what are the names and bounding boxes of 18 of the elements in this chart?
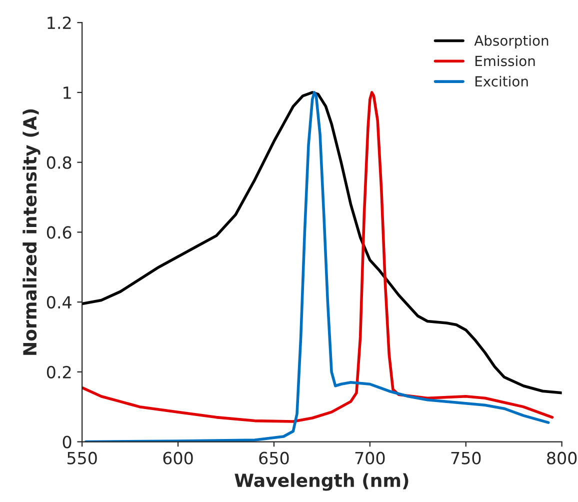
legend-label: Excition (475, 76, 528, 87)
x-tick-label: 600 (163, 452, 193, 464)
y-tick-label: 0 (62, 436, 72, 448)
legend-label: Absorption (474, 35, 548, 49)
y-tick-label: 0.2 (46, 366, 71, 378)
legend-label: Emission (475, 55, 535, 66)
y-tick-label: 1.2 (48, 16, 71, 29)
x-tick-label: 750 (451, 452, 481, 464)
y-tick-label: 0.6 (46, 226, 72, 239)
x-tick-label: 550 (67, 452, 97, 464)
x-axis-title: Wavelength (nm) (234, 473, 408, 491)
y-axis-title: Normalized intensity (A) (22, 109, 40, 355)
y-tick-label: 0.8 (46, 156, 72, 169)
y-tick-label: 0.4 (46, 296, 72, 309)
x-tick-label: 650 (259, 452, 289, 464)
x-tick-label: 700 (355, 452, 385, 464)
x-tick-label: 800 (547, 452, 577, 464)
y-tick-label: 1 (64, 86, 71, 99)
